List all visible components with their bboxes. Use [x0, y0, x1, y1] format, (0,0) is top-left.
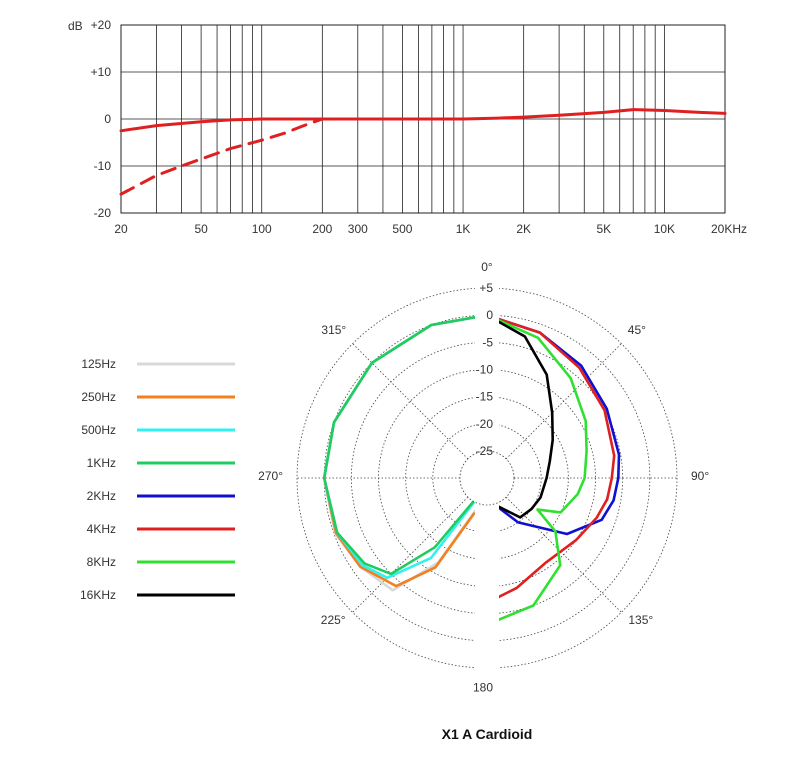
polar-angle-label: 315°	[321, 323, 346, 337]
fr-x-tick-label: 2K	[516, 222, 531, 236]
polar-angle-label: 180	[473, 680, 493, 694]
fr-y-tick-label: +20	[91, 18, 112, 32]
fr-y-unit-label: dB	[68, 19, 83, 33]
polar-angle-label: 90°	[691, 469, 709, 483]
polar-spoke	[505, 343, 622, 460]
polar-angle-label: 45°	[628, 323, 646, 337]
polar-curve-1khz	[322, 313, 489, 576]
polar-spoke	[352, 496, 469, 613]
frequency-response-chart: dB +20 +10 0 -10 -20 20 50 100 200 300 500 1K 2K 5K 1…	[68, 18, 747, 236]
legend-item-500hz: 500Hz	[81, 423, 235, 437]
legend-label: 8KHz	[87, 555, 116, 569]
legend-item-4khz: 4KHz	[87, 522, 235, 536]
fr-x-tick-label: 200	[312, 222, 332, 236]
fr-y-tick-label: -10	[94, 159, 112, 173]
legend-label: 250Hz	[81, 390, 116, 404]
polar-legend: 125Hz 250Hz 500Hz 1KHz 2KHz 4KHz 8KHz 16KHz	[80, 357, 235, 602]
polar-r-tick-label: -15	[476, 390, 494, 404]
fr-x-tick-label: 10K	[654, 222, 675, 236]
polar-angle-label: 0°	[481, 260, 493, 274]
polar-r-tick-label: +5	[479, 281, 493, 295]
polar-center-mask	[459, 278, 515, 678]
fr-series-solid	[119, 108, 727, 133]
polar-pattern-chart: +5 0 -5 -10 -15 -20 -25 0° 45° 90° 135° 180 225° 270…	[80, 260, 709, 742]
polar-angle-label: 270°	[258, 469, 283, 483]
fr-x-tick-label: 300	[348, 222, 368, 236]
polar-curve-8khz	[485, 313, 588, 626]
polar-angle-label: 135°	[628, 613, 653, 627]
frequency-response-series	[119, 108, 727, 196]
polar-curve-500hz	[322, 313, 489, 580]
polar-spoke	[352, 343, 469, 460]
legend-label: 1KHz	[87, 456, 116, 470]
legend-label: 4KHz	[87, 522, 116, 536]
legend-item-125hz: 125Hz	[81, 357, 235, 371]
legend-item-8khz: 8KHz	[87, 555, 235, 569]
polar-r-tick-label: 0	[486, 308, 493, 322]
fr-x-tick-label: 20KHz	[711, 222, 747, 236]
legend-label: 2KHz	[87, 489, 116, 503]
fr-y-tick-label: 0	[104, 112, 111, 126]
fr-x-tick-label: 5K	[596, 222, 611, 236]
polar-r-tick-label: -10	[476, 363, 494, 377]
polar-inner-ring	[459, 450, 515, 506]
polar-angle-label: 225°	[321, 613, 346, 627]
frequency-response-y-ticks: +20 +10 0 -10 -20	[91, 18, 112, 220]
fr-x-tick-label: 500	[392, 222, 412, 236]
legend-label: 500Hz	[81, 423, 116, 437]
polar-curves	[322, 313, 621, 626]
legend-item-2khz: 2KHz	[87, 489, 235, 503]
polar-r-tick-label: -5	[482, 335, 493, 349]
polar-spoke	[505, 496, 622, 613]
fr-series-dashed	[119, 117, 324, 196]
polar-curve-16khz	[485, 313, 554, 519]
legend-item-16khz: 16KHz	[80, 588, 235, 602]
polar-radial-ticks: +5 0 -5 -10 -15 -20 -25	[476, 281, 494, 458]
polar-center-gap	[475, 278, 499, 678]
polar-curve-4khz	[485, 313, 616, 605]
frequency-response-x-ticks: 20 50 100 200 300 500 1K 2K 5K 10K 20KHz	[114, 222, 747, 236]
legend-item-1khz: 1KHz	[87, 456, 235, 470]
fr-x-tick-label: 50	[194, 222, 208, 236]
legend-item-250hz: 250Hz	[81, 390, 235, 404]
polar-curve-2khz	[485, 313, 621, 536]
polar-r-tick-label: -25	[476, 444, 494, 458]
polar-r-tick-label: -20	[476, 417, 494, 431]
legend-label: 125Hz	[81, 357, 116, 371]
fr-y-tick-label: +10	[91, 65, 112, 79]
fr-x-tick-label: 1K	[456, 222, 471, 236]
fr-x-tick-label: 20	[114, 222, 128, 236]
fr-y-tick-label: -20	[94, 206, 112, 220]
polar-chart-title: X1 A Cardioid	[442, 726, 533, 742]
fr-x-tick-label: 100	[252, 222, 272, 236]
legend-label: 16KHz	[80, 588, 116, 602]
polar-angle-labels: 0° 45° 90° 135° 180 225° 270° 315°	[258, 260, 709, 694]
